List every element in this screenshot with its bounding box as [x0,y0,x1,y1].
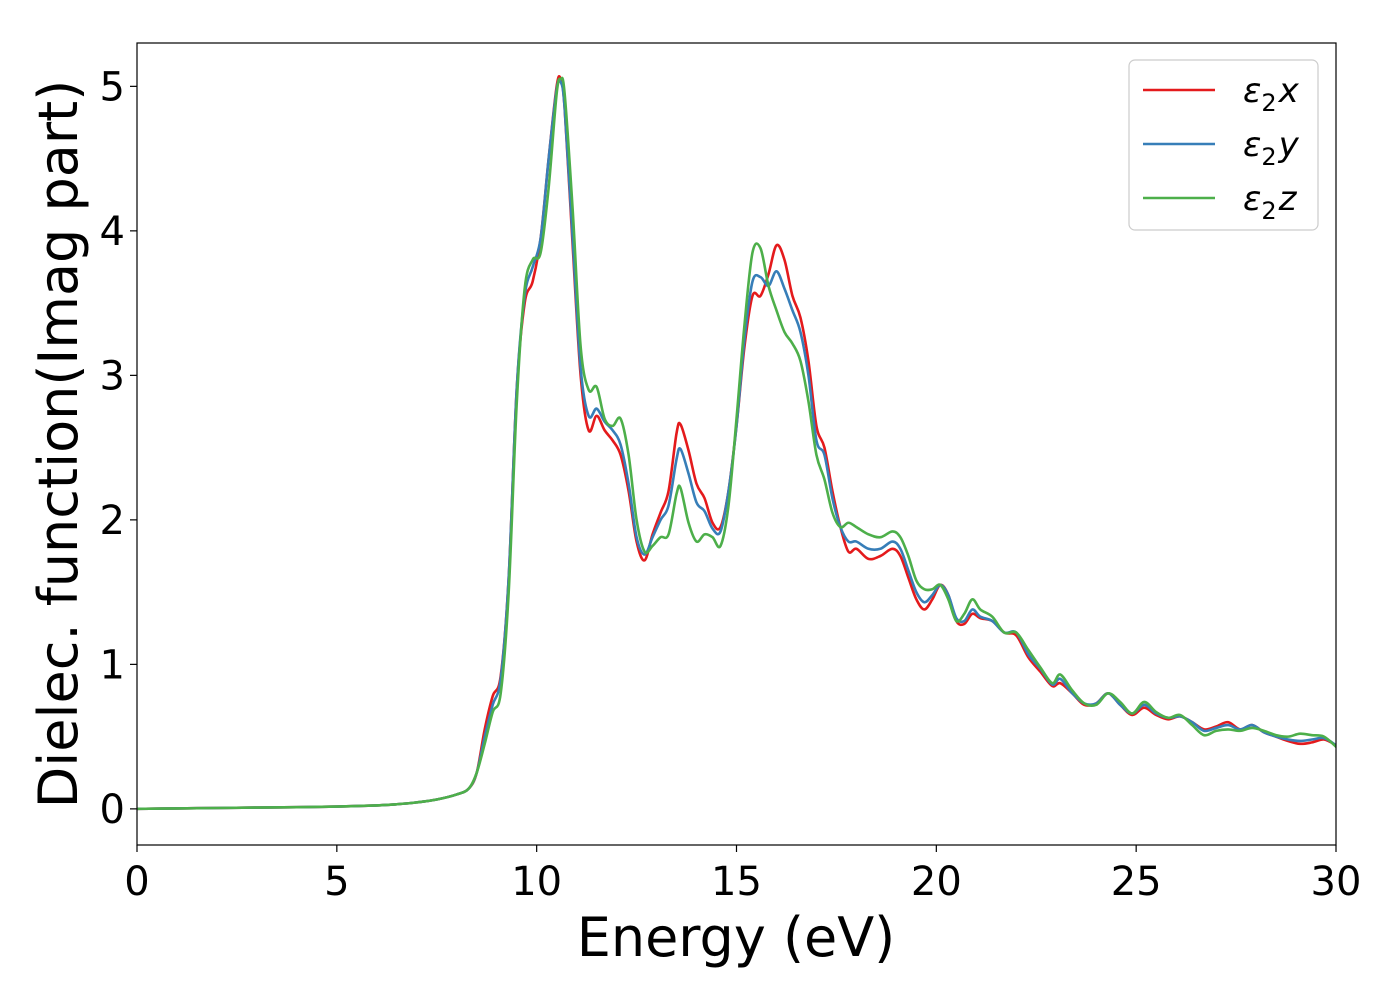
legend-label-subscript: 2 [1261,89,1276,117]
legend-label-suffix: y [1278,125,1300,165]
legend-frame [1128,59,1319,231]
y-tick-label: 4 [100,209,125,255]
legend-label-base: ε [1243,179,1261,219]
x-tick-label: 15 [711,859,762,905]
y-tick-label: 3 [100,353,125,399]
legend-label-suffix: x [1278,71,1300,111]
x-tick-label: 0 [124,859,149,905]
x-tick-label: 25 [1111,859,1162,905]
legend-label-subscript: 2 [1261,197,1276,225]
x-tick-label: 10 [511,859,562,905]
x-axis-title: Energy (eV) [577,906,896,969]
y-tick-label: 5 [100,64,125,110]
x-tick-label: 20 [911,859,962,905]
y-tick-label: 1 [100,642,125,688]
legend-label-suffix: z [1278,179,1298,219]
legend-label-base: ε [1243,125,1261,165]
y-axis-title: Dielec. function(Imag part) [27,80,90,809]
series-layer [137,75,1336,811]
y-tick-label: 0 [100,787,125,833]
y-tick-label: 2 [100,498,125,544]
legend-label-x: ε2x [1243,71,1300,117]
x-tick-label: 30 [1311,859,1362,905]
legend-label-y: ε2y [1243,125,1300,171]
legend-label-z: ε2z [1243,179,1298,225]
series-line-z [137,76,1336,811]
legend-label-base: ε [1243,71,1261,111]
x-tick-label: 5 [324,859,349,905]
y-axis: 0 1 2 3 4 5 [100,64,137,833]
x-axis: 0 5 10 15 20 25 30 [124,845,1361,905]
legend-label-subscript: 2 [1261,143,1276,171]
